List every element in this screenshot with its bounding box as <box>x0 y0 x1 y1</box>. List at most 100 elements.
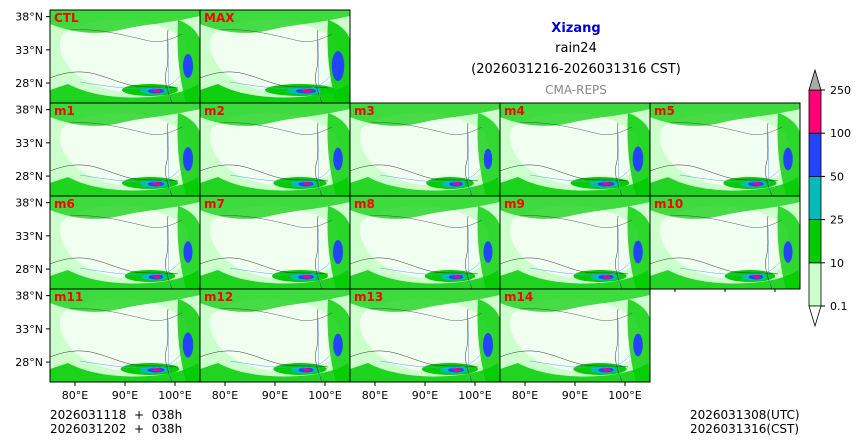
rain-bin-50-east <box>483 148 493 170</box>
dry-plateau <box>510 298 640 372</box>
province-border <box>650 164 779 182</box>
river-line <box>467 225 471 287</box>
rain-bin-100 <box>453 182 461 186</box>
y-tick-label: 28°N <box>15 356 43 369</box>
rain-bin-10-north <box>50 289 200 312</box>
province-border <box>669 122 783 135</box>
river-line <box>229 354 331 369</box>
y-tick-label: 38°N <box>15 11 43 24</box>
river-line <box>617 225 621 287</box>
river-line <box>167 132 171 194</box>
rain-bin-10-south <box>200 177 350 196</box>
panel-label: m5 <box>654 104 675 118</box>
province-border <box>350 350 479 368</box>
river-line <box>317 39 321 101</box>
province-border <box>200 71 329 89</box>
province-border <box>765 215 773 289</box>
panel-label: m7 <box>204 197 225 211</box>
rain-bin-10-north <box>200 10 350 33</box>
panel-label: CTL <box>54 11 79 25</box>
y-tick-label: 38°N <box>15 290 43 303</box>
province-border <box>200 257 329 275</box>
rain-bin-50-east <box>333 333 343 357</box>
river-line <box>679 261 781 276</box>
province-border <box>465 122 473 196</box>
rain-bin-100 <box>303 182 311 186</box>
province-border <box>500 350 629 368</box>
rain-bin-50-east <box>633 333 643 357</box>
river-line <box>229 75 331 90</box>
rain-bin-100 <box>753 182 761 186</box>
colorbar-tick-label: 25 <box>830 214 844 227</box>
init-time-cst: 2026031202 + 038h <box>50 422 183 436</box>
province-border <box>69 29 183 42</box>
panel-label: m3 <box>354 104 375 118</box>
y-tick-label: 28°N <box>15 77 43 90</box>
chart-title-region: Xizang <box>551 21 600 36</box>
rain-bin-100 <box>603 275 611 279</box>
province-border <box>219 215 333 228</box>
province-border <box>615 122 623 196</box>
map-panel-ctl: CTL <box>49 9 201 104</box>
panel-label: m9 <box>504 197 525 211</box>
province-border <box>519 215 633 228</box>
colorbar-extend-max <box>808 68 822 91</box>
chart-title-period: (2026031216-2026031316 CST) <box>471 62 681 77</box>
river-line <box>617 132 621 194</box>
province-border <box>465 215 473 289</box>
river-line <box>167 39 171 101</box>
map-panel-m1: m1 <box>49 102 201 197</box>
river-line <box>379 354 481 369</box>
rain-bin-100 <box>302 89 312 93</box>
dry-plateau <box>360 205 490 279</box>
province-border <box>165 308 173 382</box>
colorbar-tick-label: 50 <box>830 170 844 183</box>
province-border <box>69 122 183 135</box>
province-border <box>650 257 779 275</box>
river-line <box>529 168 631 183</box>
init-time-utc: 2026031118 + 038h <box>50 408 183 422</box>
map-panel-m5: m5 <box>649 102 801 197</box>
x-tick-label: 100°E <box>158 389 191 402</box>
river-line <box>529 261 631 276</box>
province-border <box>765 122 773 196</box>
river-line <box>317 318 321 380</box>
map-panel-m11: m11 <box>49 288 201 383</box>
river-line <box>679 168 781 183</box>
x-tick-label: 100°E <box>308 389 341 402</box>
river-line <box>767 225 771 287</box>
province-border <box>500 257 629 275</box>
river-line <box>379 261 481 276</box>
panel-label: m13 <box>354 290 383 304</box>
rain-bin-100 <box>303 275 311 279</box>
rain-bin-10-north <box>350 196 500 219</box>
river-line <box>467 132 471 194</box>
province-border <box>219 122 333 135</box>
rain-bin-100 <box>603 368 611 372</box>
province-border <box>615 215 623 289</box>
panel-label: m11 <box>54 290 83 304</box>
panel-body <box>200 196 350 289</box>
map-panel-m10: m10 <box>649 195 801 290</box>
dry-plateau <box>510 205 640 279</box>
panel-body <box>50 10 200 103</box>
rain-bin-50-east <box>633 240 643 264</box>
panel-grid: CTL MAX m1 m2 m3 m4 m5 m6 m7 m8 m9 m10 m11 m12 m13 m14 <box>49 9 801 383</box>
y-tick-label: 33°N <box>15 44 43 57</box>
river-line <box>79 354 181 369</box>
rain-bin-100 <box>303 368 311 372</box>
dry-plateau <box>210 205 340 279</box>
rain-bin-10-south <box>50 270 200 289</box>
province-border <box>369 122 483 135</box>
river-line <box>617 318 621 380</box>
rain-bin-50-east <box>331 51 345 81</box>
colorbar-tick-label: 10 <box>830 257 844 270</box>
panel-label: m8 <box>354 197 375 211</box>
rain-bin-10-south <box>200 84 350 103</box>
rain-bin-50-east <box>783 241 793 263</box>
river-line <box>79 261 181 276</box>
panel-body <box>200 10 350 103</box>
dry-plateau <box>210 19 340 93</box>
valid-time-cst: 2026031316(CST) <box>690 422 800 436</box>
y-tick-label: 33°N <box>15 230 43 243</box>
